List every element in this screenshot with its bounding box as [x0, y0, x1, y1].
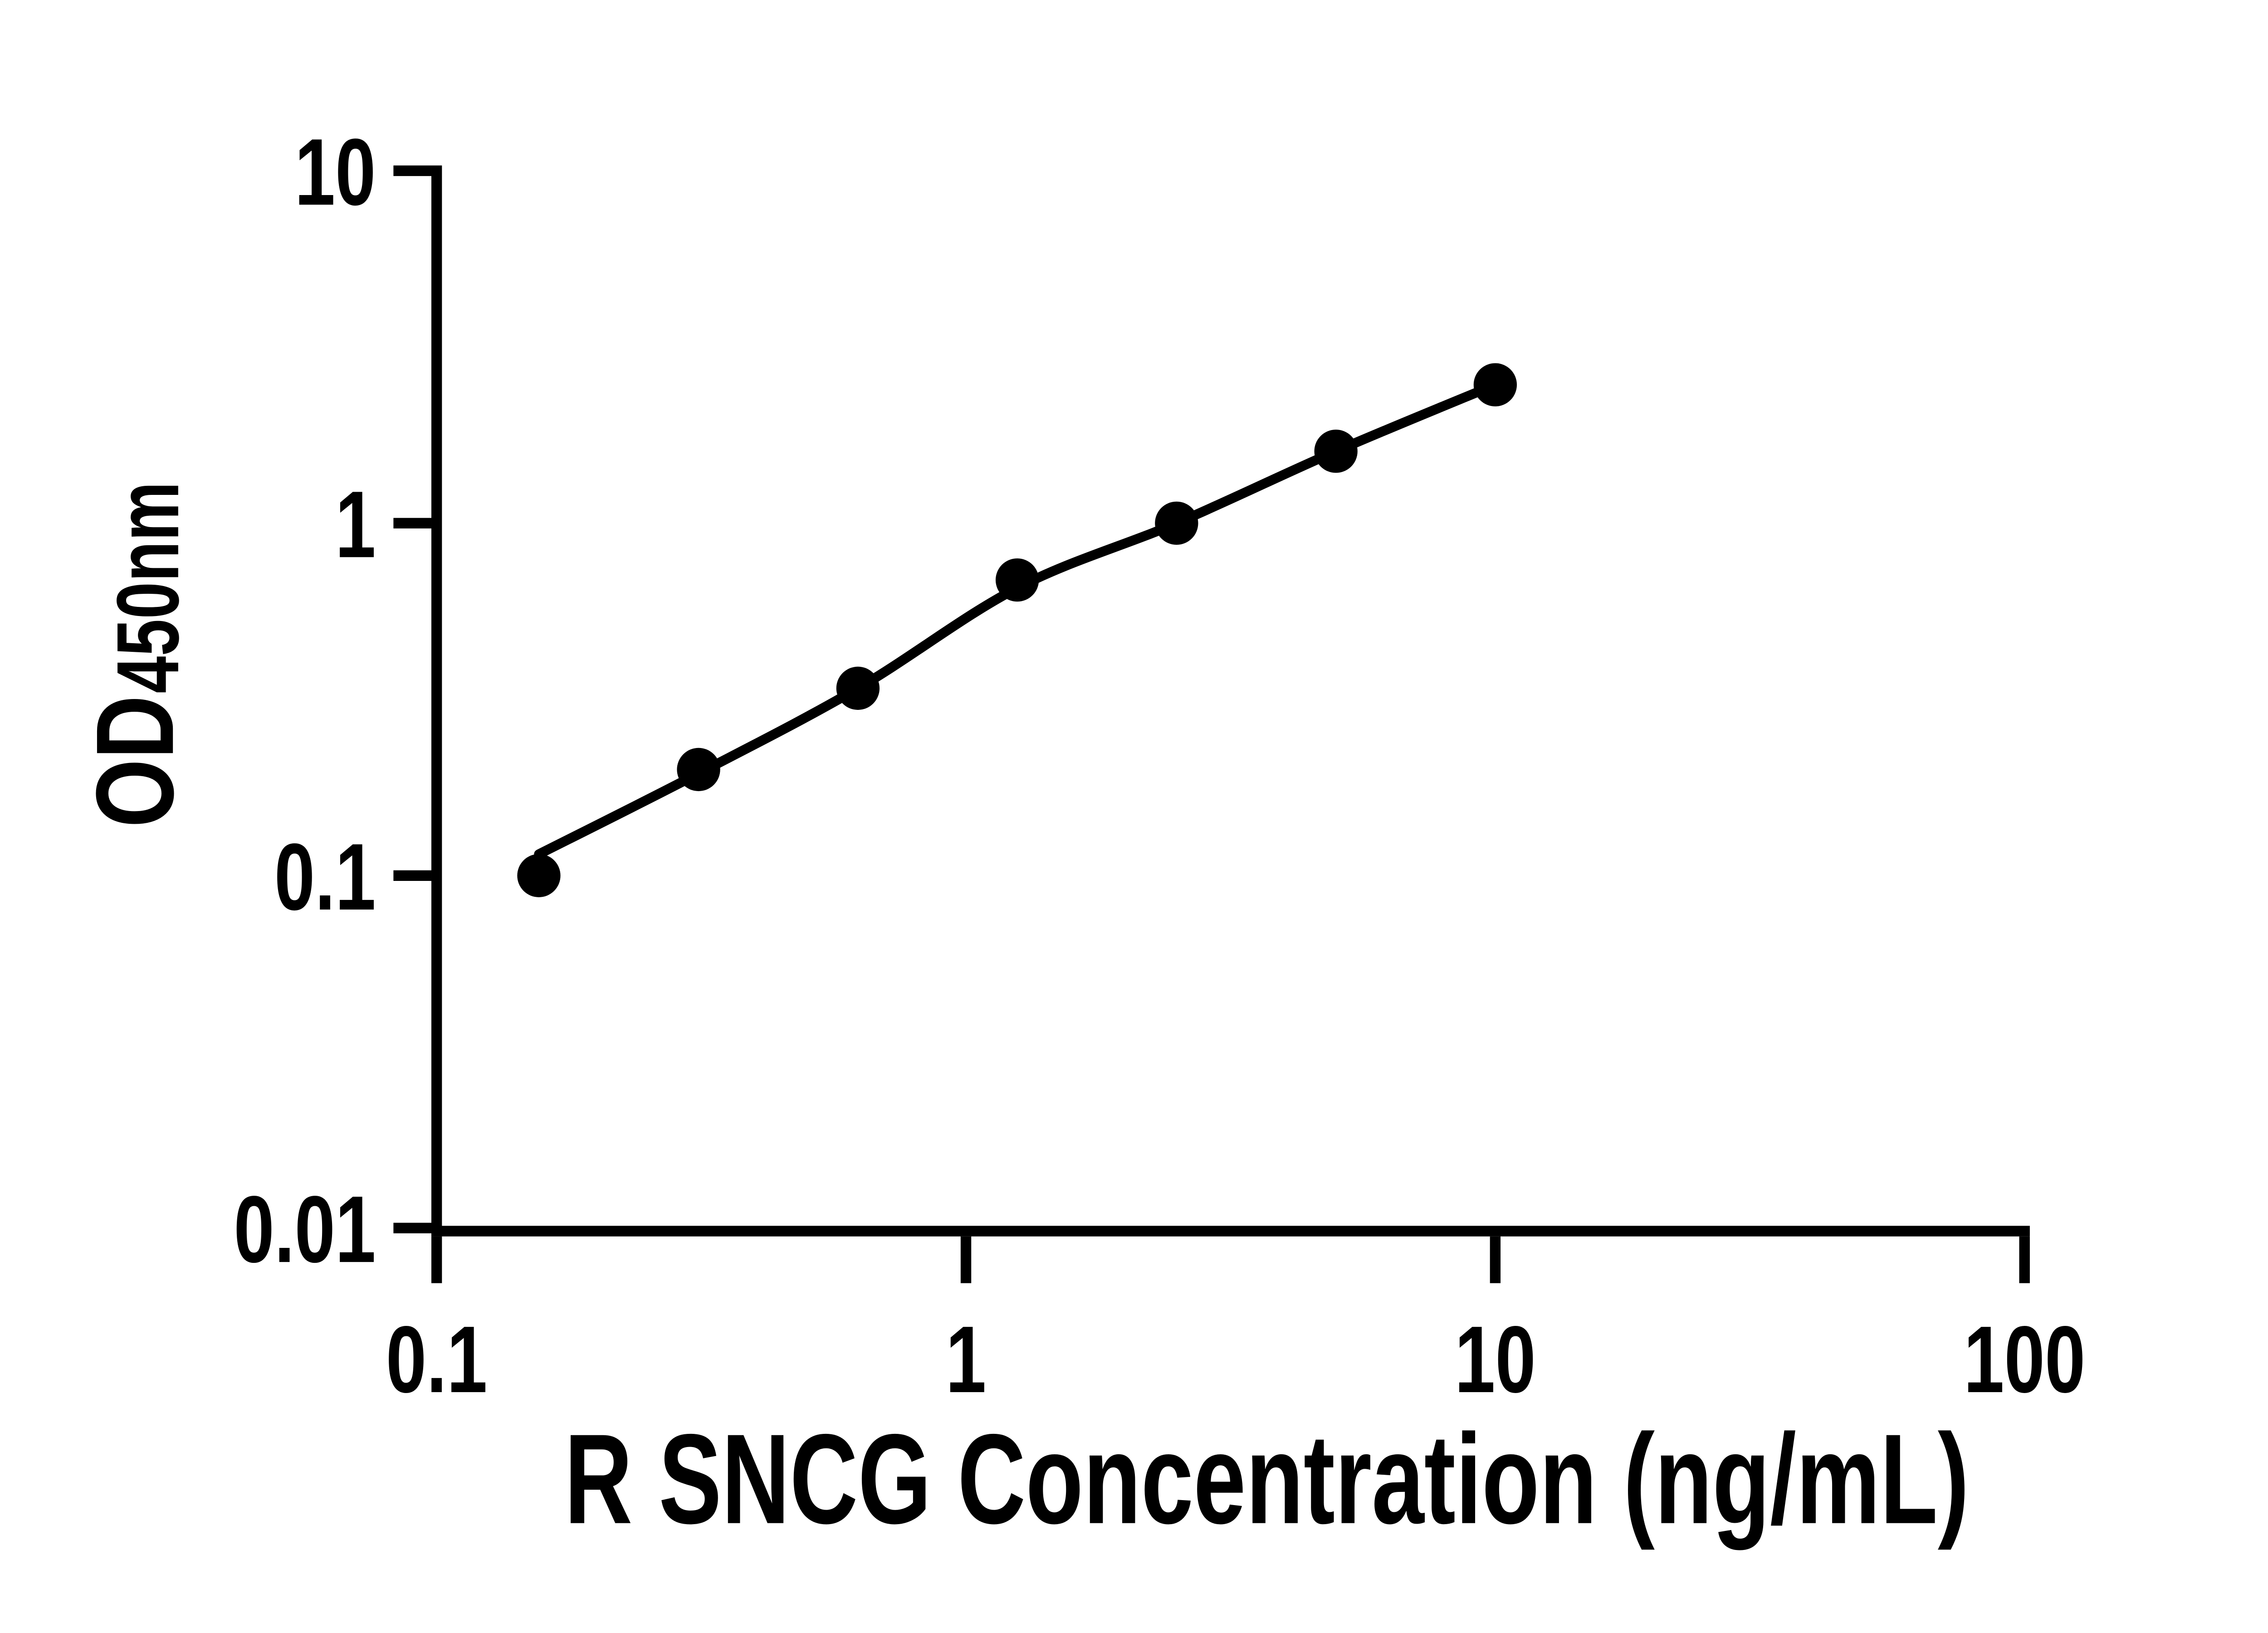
x-tick-label: 1 [946, 1307, 986, 1413]
y-axis-title-main: OD [73, 695, 196, 828]
y-axis-title-subscript: 450nm [99, 482, 197, 694]
y-ticks [393, 165, 431, 1233]
data-point [1473, 363, 1517, 406]
data-point [677, 748, 720, 792]
axes [431, 165, 2030, 1237]
x-tick-label: 0.1 [386, 1307, 488, 1413]
x-tick-label: 100 [1964, 1307, 2085, 1413]
series-standard-curve [517, 363, 1517, 897]
y-tick-label: 0.01 [234, 1177, 376, 1282]
y-tick-label: 1 [335, 472, 376, 577]
y-tick-label: 10 [295, 119, 376, 225]
y-tick-labels: 10 1 0.1 0.01 [234, 119, 376, 1282]
y-tick-label: 0.1 [274, 824, 376, 930]
data-point [1155, 501, 1198, 545]
x-tick-label: 10 [1455, 1307, 1536, 1413]
y-axis-title: OD 450nm [73, 482, 197, 828]
data-point [995, 558, 1039, 602]
x-ticks [431, 1236, 2030, 1283]
x-axis-title: R SNCG Concentration (ng/mL) [564, 1408, 1969, 1551]
data-point [517, 854, 561, 897]
data-point [836, 666, 880, 710]
x-tick-labels: 0.1 1 10 100 [386, 1307, 2086, 1413]
data-point [1314, 430, 1358, 473]
